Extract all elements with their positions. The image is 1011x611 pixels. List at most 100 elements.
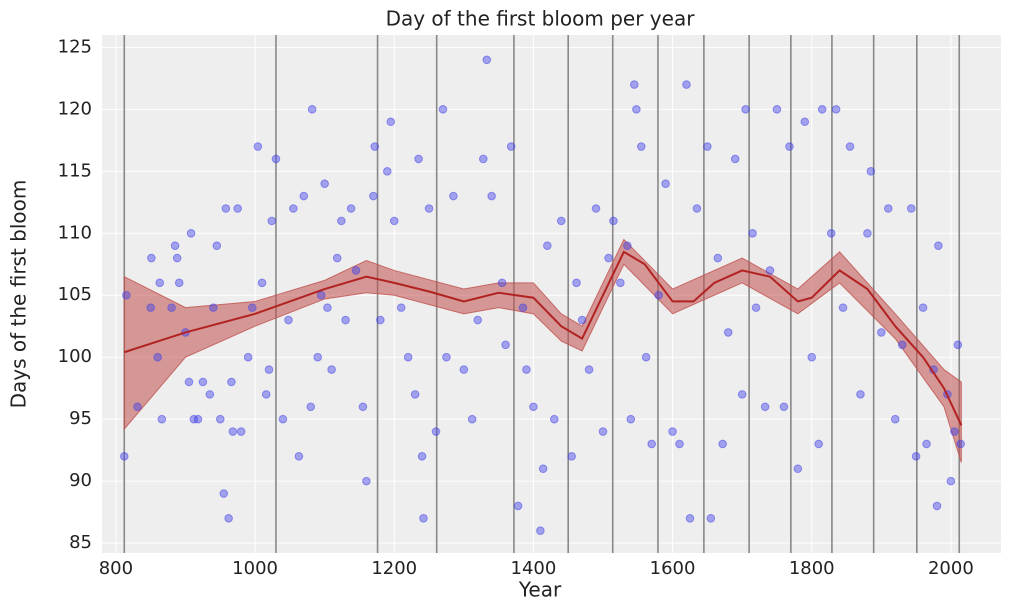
data-point [497, 278, 507, 288]
data-point [467, 414, 477, 424]
data-point [751, 303, 761, 312]
data-point [703, 142, 712, 151]
data-point [289, 204, 298, 213]
data-point [730, 154, 740, 164]
data-point [616, 278, 625, 288]
data-point [261, 390, 271, 399]
y-tick-label: 110 [58, 222, 92, 243]
data-point [922, 439, 931, 449]
data-point [133, 402, 142, 412]
data-point [449, 191, 458, 201]
data-point [877, 328, 886, 337]
data-point [316, 290, 326, 300]
data-point [591, 204, 601, 213]
data-point [205, 390, 215, 399]
data-point [198, 377, 208, 387]
data-point [950, 427, 959, 436]
data-point [157, 414, 167, 424]
data-point [866, 167, 876, 176]
data-point [146, 303, 156, 312]
x-tick-label: 1800 [789, 558, 835, 579]
data-point [221, 204, 231, 213]
data-point [675, 439, 684, 449]
data-point [369, 191, 378, 201]
data-point [598, 427, 608, 436]
data-point [403, 352, 413, 362]
credible-band [123, 238, 962, 463]
data-point [299, 191, 309, 201]
data-point [382, 167, 392, 176]
data-point [442, 352, 451, 362]
data-point [501, 340, 510, 350]
data-point [147, 253, 156, 263]
data-point [845, 142, 855, 151]
data-point [863, 228, 872, 238]
data-point [932, 501, 942, 511]
data-point [748, 228, 757, 238]
chart-title: Day of the first bloom per year [386, 7, 696, 31]
data-point [386, 117, 396, 127]
data-point [685, 514, 695, 523]
data-point [793, 464, 803, 474]
mean-line [123, 250, 963, 426]
data-point [626, 414, 636, 424]
data-point [718, 439, 727, 449]
data-point [233, 204, 242, 213]
data-point [883, 204, 893, 213]
data-point [417, 452, 427, 461]
data-point [294, 452, 304, 461]
data-point [473, 315, 483, 325]
x-tick-label: 1400 [511, 558, 557, 579]
data-point [122, 290, 131, 300]
data-point [641, 352, 651, 362]
data-point [953, 340, 963, 350]
data-point [155, 278, 165, 288]
data-point [856, 390, 865, 399]
x-tick-label: 1000 [232, 558, 278, 579]
data-point [337, 216, 346, 226]
data-point [167, 303, 176, 312]
data-point [438, 105, 448, 114]
data-point [647, 439, 656, 449]
data-point [737, 390, 747, 399]
data-point [654, 290, 663, 300]
data-point [538, 464, 548, 474]
data-point [332, 253, 342, 263]
data-point [257, 278, 267, 288]
data-point [389, 216, 399, 226]
data-point [536, 526, 545, 535]
data-point [817, 105, 827, 114]
data-point [543, 241, 552, 250]
data-point [431, 427, 441, 436]
data-point [212, 241, 222, 250]
data-point [838, 303, 848, 312]
data-point [267, 216, 277, 226]
y-tick-label: 95 [69, 408, 92, 429]
data-point [897, 340, 907, 350]
y-tick-label: 125 [58, 36, 92, 57]
data-point [351, 266, 361, 275]
data-point [459, 365, 469, 374]
data-point [513, 501, 523, 511]
data-point [800, 117, 810, 127]
data-point [224, 514, 233, 523]
data-point [209, 303, 218, 312]
x-tick-label: 1200 [371, 558, 417, 579]
data-point [236, 427, 246, 436]
data-point [760, 402, 770, 412]
y-tick-label: 105 [58, 284, 92, 305]
data-point [723, 328, 733, 337]
y-tick-label: 120 [58, 98, 92, 119]
data-point [306, 402, 316, 412]
data-point [172, 253, 182, 263]
data-point [243, 352, 253, 362]
data-point [572, 278, 581, 288]
data-point [765, 266, 775, 275]
data-point [918, 303, 928, 312]
x-tick-label: 2000 [928, 558, 974, 579]
data-point [327, 365, 336, 374]
data-point [479, 154, 488, 164]
data-point [253, 142, 263, 151]
data-point [215, 414, 225, 424]
data-point [529, 402, 538, 412]
